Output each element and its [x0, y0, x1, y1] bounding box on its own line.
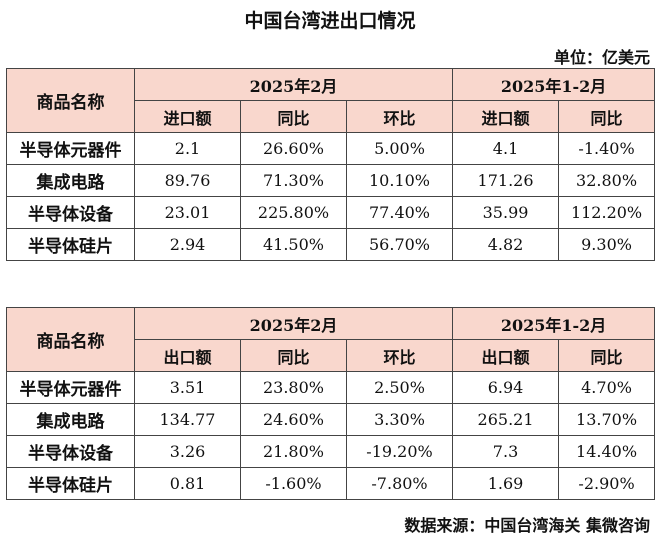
table-cell: 2.50% [345, 371, 454, 404]
table-cell: 2.94 [134, 228, 241, 261]
table-cell: 171.26 [452, 164, 560, 197]
export-subheader: 出口额 [134, 339, 241, 372]
table-cell: 5.00% [345, 132, 454, 165]
table-cell: 112.20% [558, 196, 656, 229]
table-cell: 225.80% [240, 196, 347, 229]
table-cell: 56.70% [345, 228, 454, 261]
table-cell: 41.50% [240, 228, 347, 261]
row-name: 半导体元器件 [6, 132, 135, 165]
table-cell: -2.90% [558, 467, 656, 500]
export-subheader: 环比 [345, 339, 454, 372]
import-subheader: 同比 [558, 100, 656, 133]
table-cell: 7.3 [452, 435, 560, 468]
table-cell: 4.70% [558, 371, 656, 404]
table-cell: 24.60% [240, 403, 347, 436]
table-cell: 3.30% [345, 403, 454, 436]
table-cell: 77.40% [345, 196, 454, 229]
export-period1-header: 2025年2月 [133, 307, 454, 340]
row-name: 半导体硅片 [6, 467, 135, 500]
table-cell: 89.76 [134, 164, 241, 197]
row-name: 半导体元器件 [6, 371, 135, 404]
import-header-row-1: 商品名称 2025年2月 2025年1-2月 [6, 68, 656, 133]
table-cell: 265.21 [452, 403, 560, 436]
table-cell: 2.1 [134, 132, 241, 165]
table-cell: 14.40% [558, 435, 656, 468]
row-name: 半导体设备 [6, 196, 135, 229]
import-subheader: 进口额 [134, 100, 241, 133]
import-subheader: 同比 [240, 100, 347, 133]
table-row: 半导体设备 3.26 21.80% -19.20% 7.3 14.40% [6, 435, 656, 468]
export-subheader: 出口额 [452, 339, 560, 372]
table-cell: 1.69 [452, 467, 560, 500]
table-row: 集成电路 134.77 24.60% 3.30% 265.21 13.70% [6, 403, 656, 436]
export-table: 商品名称 2025年2月 2025年1-2月 出口额 同比 环比 出口额 同比 … [6, 307, 656, 500]
table-cell: 3.26 [134, 435, 241, 468]
import-period1-header: 2025年2月 [133, 68, 454, 101]
row-name: 集成电路 [6, 403, 135, 436]
export-subheader: 同比 [558, 339, 656, 372]
table-cell: 10.10% [345, 164, 454, 197]
export-header-row-1: 商品名称 2025年2月 2025年1-2月 [6, 307, 656, 372]
table-cell: -7.80% [345, 467, 454, 500]
table-row: 半导体元器件 2.1 26.60% 5.00% 4.1 -1.40% [6, 132, 656, 165]
table-cell: 9.30% [558, 228, 656, 261]
table-cell: 32.80% [558, 164, 656, 197]
import-header-row-2: 进口额 同比 环比 进口额 同比 [7, 100, 656, 133]
table-cell: 4.1 [452, 132, 560, 165]
page-title: 中国台湾进出口情况 [244, 10, 416, 32]
table-cell: 6.94 [452, 371, 560, 404]
table-cell: 71.30% [240, 164, 347, 197]
export-header-row-2: 出口额 同比 环比 出口额 同比 [7, 339, 656, 372]
table-cell: 23.80% [240, 371, 347, 404]
row-name: 半导体硅片 [6, 228, 135, 261]
row-name: 半导体设备 [6, 435, 135, 468]
table-cell: -1.40% [558, 132, 656, 165]
table-cell: 3.51 [134, 371, 241, 404]
table-cell: -1.60% [240, 467, 347, 500]
import-table: 商品名称 2025年2月 2025年1-2月 进口额 同比 环比 进口额 同比 … [6, 68, 656, 261]
table-cell: 23.01 [134, 196, 241, 229]
export-subheader: 同比 [240, 339, 347, 372]
table-row: 半导体硅片 2.94 41.50% 56.70% 4.82 9.30% [6, 228, 656, 261]
row-name: 集成电路 [6, 164, 135, 197]
table-cell: 35.99 [452, 196, 560, 229]
table-cell: 21.80% [240, 435, 347, 468]
import-subheader: 进口额 [452, 100, 560, 133]
table-cell: 13.70% [558, 403, 656, 436]
table-row: 半导体硅片 0.81 -1.60% -7.80% 1.69 -2.90% [6, 467, 656, 500]
export-corner-header: 商品名称 [6, 307, 135, 372]
table-cell: -19.20% [345, 435, 454, 468]
import-corner-header: 商品名称 [6, 68, 135, 133]
import-period2-header: 2025年1-2月 [452, 68, 656, 101]
table-cell: 4.82 [452, 228, 560, 261]
table-row: 半导体元器件 3.51 23.80% 2.50% 6.94 4.70% [6, 371, 656, 404]
export-period2-header: 2025年1-2月 [452, 307, 656, 340]
table-cell: 134.77 [134, 403, 241, 436]
table-row: 集成电路 89.76 71.30% 10.10% 171.26 32.80% [6, 164, 656, 197]
import-subheader: 环比 [345, 100, 454, 133]
table-cell: 0.81 [134, 467, 241, 500]
table-cell: 26.60% [240, 132, 347, 165]
table-row: 半导体设备 23.01 225.80% 77.40% 35.99 112.20% [6, 196, 656, 229]
unit-label: 单位：亿美元 [553, 48, 650, 67]
source-note: 数据来源：中国台湾海关 集微咨询 [404, 516, 650, 535]
